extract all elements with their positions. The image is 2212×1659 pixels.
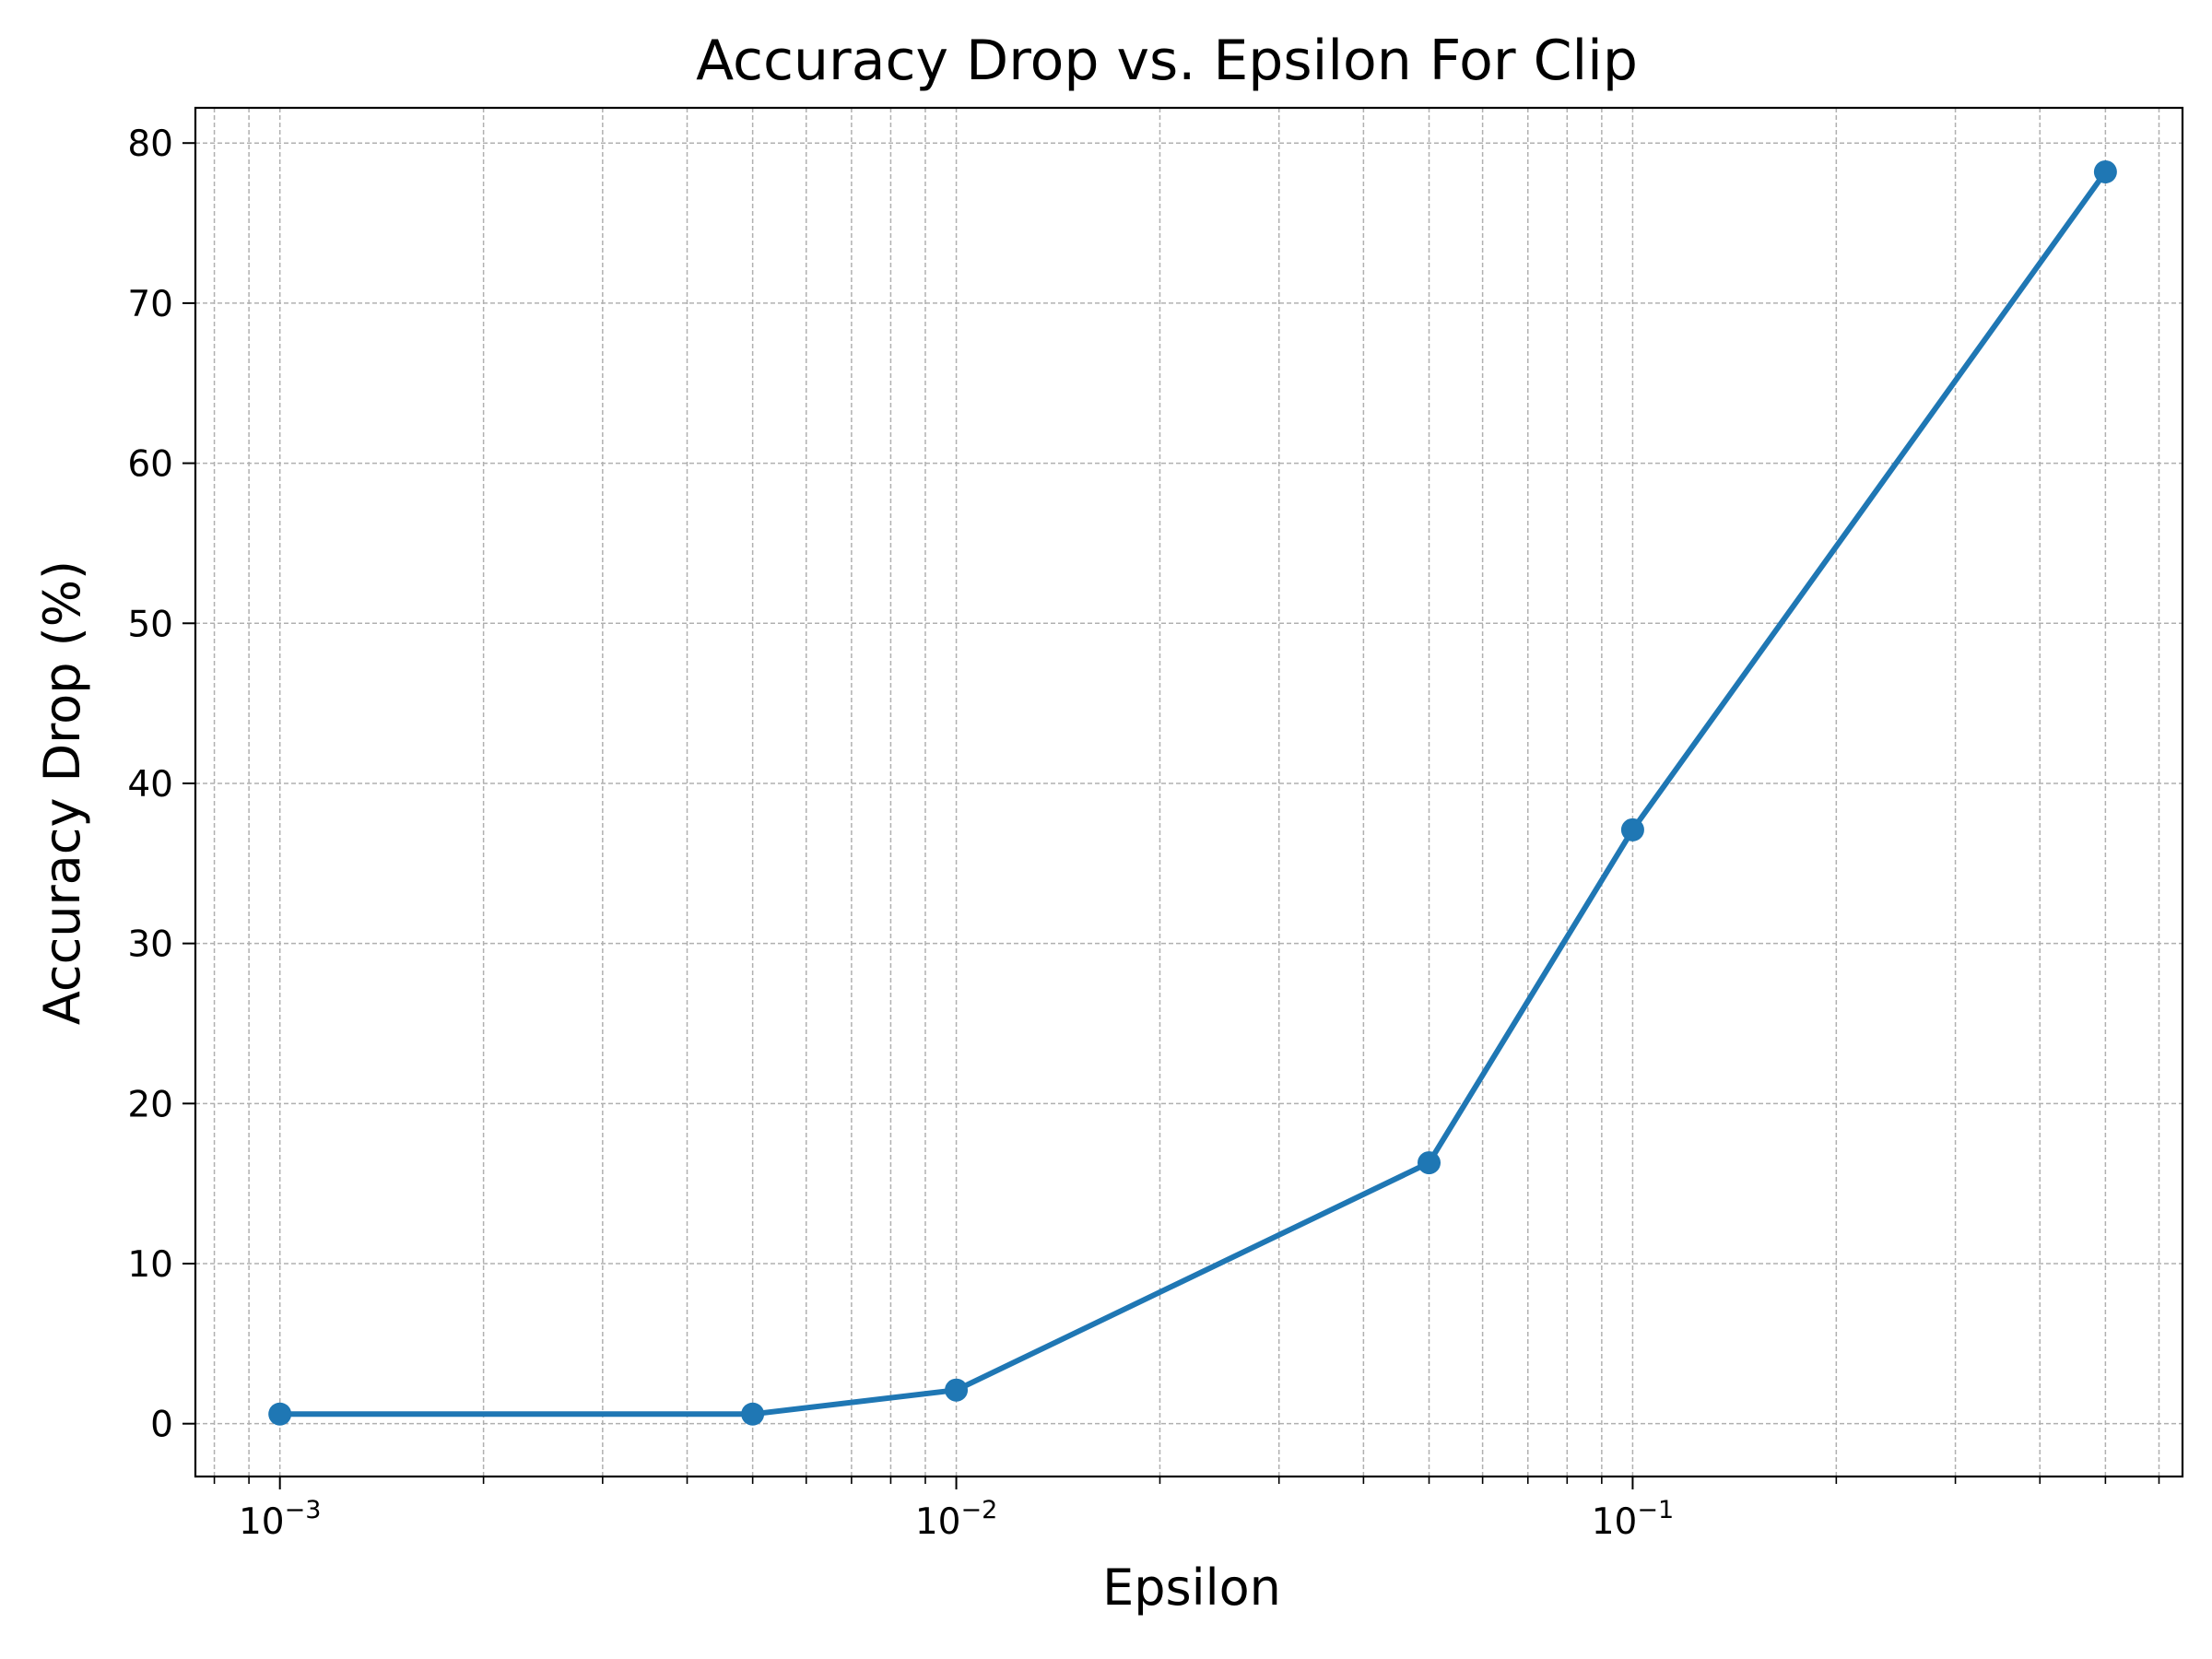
data-point-marker bbox=[2093, 159, 2117, 183]
x-axis-ticks: 10−3 10−2 10−1 bbox=[213, 1477, 2160, 1543]
data-point-marker bbox=[268, 1402, 292, 1426]
y-tick-label: 10 bbox=[127, 1244, 173, 1286]
y-tick-label: 0 bbox=[150, 1405, 173, 1446]
data-point-marker bbox=[741, 1402, 765, 1426]
x-tick-label: 10−1 bbox=[1592, 1496, 1674, 1543]
data-point-marker bbox=[1620, 818, 1644, 841]
chart-title: Accuracy Drop vs. Epsilon For Clip bbox=[696, 29, 1638, 93]
grid bbox=[195, 108, 2183, 1477]
y-axis-ticks: 0 10 20 30 40 50 60 70 80 bbox=[127, 124, 195, 1446]
y-axis-label: Accuracy Drop (%) bbox=[33, 560, 91, 1025]
data-point-marker bbox=[945, 1378, 969, 1402]
y-tick-label: 50 bbox=[127, 604, 173, 645]
plot-area-frame bbox=[194, 106, 2184, 1478]
y-tick-label: 80 bbox=[127, 124, 173, 165]
y-tick-label: 70 bbox=[127, 284, 173, 325]
y-tick-label: 20 bbox=[127, 1084, 173, 1125]
y-tick-label: 30 bbox=[127, 924, 173, 966]
series-line bbox=[276, 169, 2109, 1418]
y-tick-label: 40 bbox=[127, 764, 173, 806]
y-tick-label: 60 bbox=[127, 444, 173, 486]
data-point-marker bbox=[1418, 1151, 1441, 1175]
x-tick-label: 10−3 bbox=[239, 1496, 321, 1543]
x-tick-label: 10−2 bbox=[915, 1496, 997, 1543]
x-axis-label: Epsilon bbox=[1102, 1559, 1281, 1617]
series-line-layer bbox=[268, 159, 2117, 1426]
